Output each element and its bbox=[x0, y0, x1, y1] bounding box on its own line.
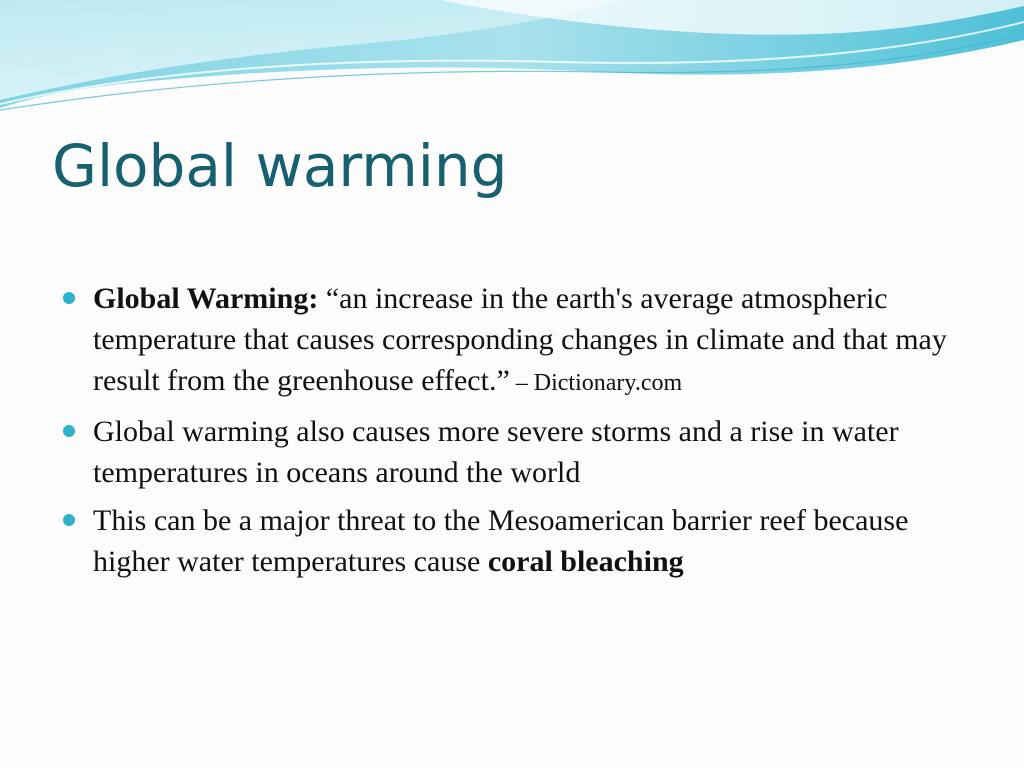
bullet-reef-threat: This can be a major threat to the Mesoam… bbox=[60, 500, 980, 582]
bullet-marker-icon bbox=[63, 514, 75, 526]
bullet-storms-text: Global warming also causes more severe s… bbox=[93, 415, 899, 489]
definition-source: – Dictionary.com bbox=[509, 370, 683, 396]
slide-title: Global warming bbox=[52, 132, 508, 200]
bullet-marker-icon bbox=[63, 425, 75, 437]
definition-text: an increase in the earth's average atmos… bbox=[93, 282, 947, 397]
coral-bleaching-emphasis: coral bleaching bbox=[487, 545, 684, 578]
definition-term: Global Warming: bbox=[93, 282, 319, 315]
bullet-marker-icon bbox=[63, 292, 75, 304]
bullet-definition: Global Warming: “an increase in the eart… bbox=[60, 278, 980, 404]
definition-quote-open: “ bbox=[318, 282, 340, 315]
bullet-list: Global Warming: “an increase in the eart… bbox=[60, 278, 980, 589]
bullet-storms: Global warming also causes more severe s… bbox=[60, 411, 980, 493]
wave-header-decoration bbox=[0, 0, 1024, 111]
bullet-reef-text: This can be a major threat to the Mesoam… bbox=[93, 504, 909, 578]
